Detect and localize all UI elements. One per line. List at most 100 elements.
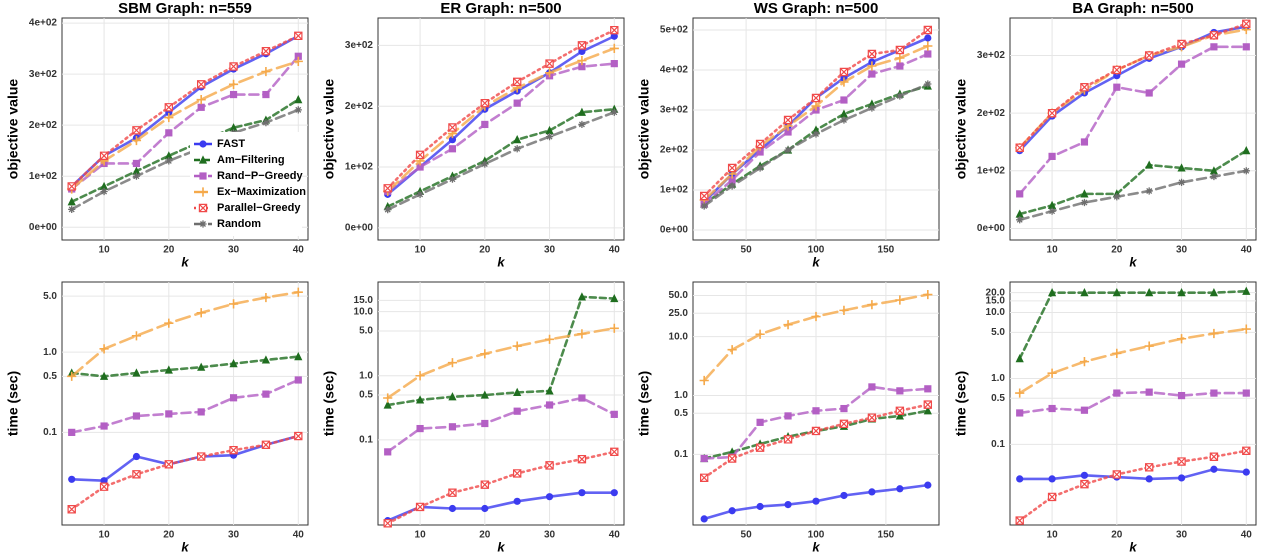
point: [1048, 152, 1056, 160]
y-tick-label: 0.5: [674, 408, 688, 419]
point: [1210, 43, 1218, 51]
series-line: [70, 434, 300, 482]
series-line: [1018, 327, 1248, 395]
y-tick-label: 0.1: [674, 449, 688, 460]
point: [196, 308, 206, 318]
point: [294, 431, 303, 441]
y-tick-label: 3e+02: [345, 40, 374, 51]
point: [132, 368, 141, 377]
point: [867, 61, 877, 71]
y-axis-label: time (sec): [5, 371, 21, 436]
point: [481, 504, 489, 513]
point: [839, 109, 849, 118]
point: [610, 60, 618, 68]
point: [294, 95, 303, 104]
point: [68, 475, 76, 483]
x-axis-label: k: [812, 254, 820, 269]
series-line: [386, 450, 616, 525]
point: [448, 136, 457, 144]
legend-item: Random: [194, 218, 261, 230]
point: [261, 440, 271, 450]
series-line: [70, 434, 300, 511]
point: [1015, 143, 1024, 152]
point: [261, 292, 271, 303]
point: [1112, 65, 1122, 75]
series-line: [1018, 289, 1248, 360]
point: [867, 300, 877, 310]
point: [545, 461, 554, 470]
point: [197, 408, 205, 416]
point: [577, 329, 587, 339]
point: [294, 352, 303, 361]
legend-label: Rand−P−Greedy: [217, 170, 303, 182]
point: [924, 80, 932, 88]
point: [293, 56, 303, 66]
point: [699, 191, 709, 201]
point: [756, 148, 764, 156]
point: [1112, 470, 1122, 479]
point: [839, 77, 849, 87]
point: [164, 103, 174, 112]
series-line: [70, 34, 300, 188]
point: [895, 53, 905, 63]
series-line: [1018, 25, 1248, 152]
x-tick-label: 10: [1047, 245, 1059, 256]
point: [895, 406, 905, 415]
point: [545, 401, 554, 409]
point: [783, 320, 793, 330]
point: [610, 489, 618, 497]
point: [1177, 474, 1186, 482]
point: [1209, 288, 1219, 297]
plot-area: [377, 281, 625, 526]
y-axis-label: objective value: [953, 79, 969, 180]
point: [924, 385, 932, 393]
point: [1080, 189, 1089, 198]
panel: ER Graph: n=500 0e+00 1e+02 2e+02 3e+02 10 20 3…: [321, 0, 625, 269]
point: [1080, 406, 1089, 414]
point: [448, 488, 457, 497]
point: [839, 67, 849, 77]
point: [196, 452, 206, 461]
y-tick-label: 2e+02: [977, 108, 1006, 119]
y-tick-label: 10.0: [669, 331, 689, 342]
point: [262, 119, 270, 127]
y-tick-label: 1.0: [359, 370, 373, 381]
point: [228, 299, 239, 309]
point: [1145, 388, 1153, 396]
point: [727, 454, 737, 463]
point: [448, 145, 457, 153]
point: [896, 62, 904, 70]
y-tick-label: 0e+00: [29, 222, 58, 233]
x-tick-label: 40: [609, 245, 621, 256]
point: [1016, 475, 1024, 483]
point: [578, 47, 586, 56]
y-axis-label: time (sec): [636, 371, 652, 436]
x-tick-label: 30: [1176, 530, 1188, 541]
point: [577, 55, 587, 66]
x-tick-label: 40: [1241, 530, 1253, 541]
x-tick-label: 100: [808, 245, 825, 256]
point: [415, 150, 425, 160]
point: [229, 359, 238, 368]
point: [1177, 60, 1186, 68]
x-tick-label: 20: [163, 245, 175, 256]
point: [700, 454, 708, 463]
series-line: [386, 34, 616, 196]
point: [1145, 288, 1154, 297]
point: [700, 202, 708, 210]
series-line: [1018, 467, 1248, 481]
point: [868, 383, 876, 391]
point: [165, 410, 173, 418]
y-tick-label: 2e+02: [29, 120, 58, 131]
x-axis-label: k: [181, 539, 189, 554]
series-line: [1018, 390, 1248, 415]
point: [513, 497, 521, 505]
x-tick-label: 40: [609, 530, 621, 541]
point: [756, 502, 764, 511]
point: [783, 435, 793, 444]
point: [1145, 187, 1153, 195]
point: [1242, 43, 1250, 51]
y-tick-label: 15.0: [986, 296, 1006, 307]
point: [293, 287, 303, 297]
point: [923, 289, 933, 300]
